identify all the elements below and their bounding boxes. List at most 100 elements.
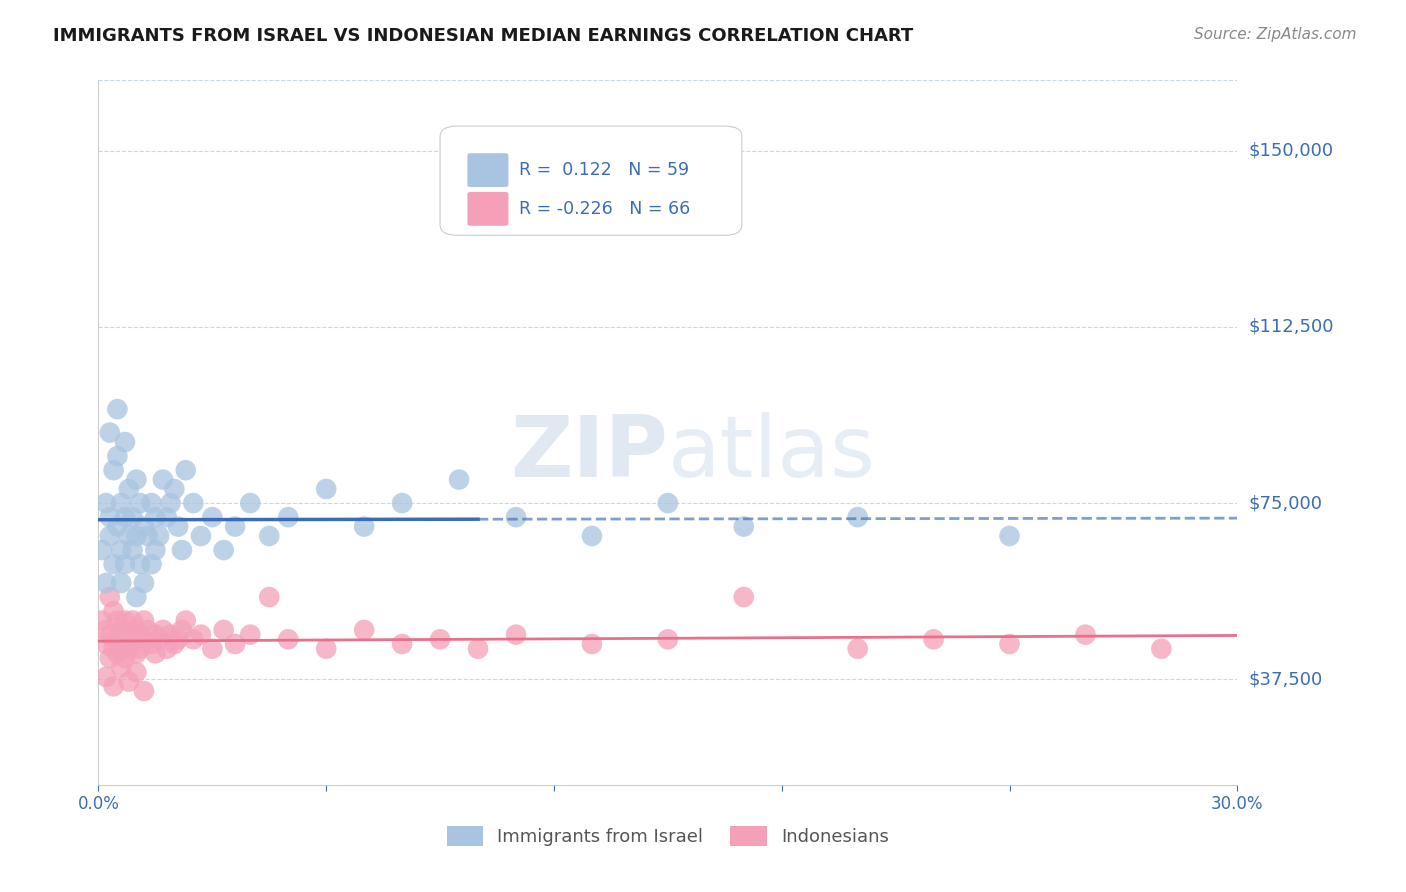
Point	[315, 641, 337, 656]
FancyBboxPatch shape	[440, 126, 742, 235]
Point	[129, 627, 152, 641]
Point	[152, 623, 174, 637]
Point	[110, 496, 132, 510]
Point	[148, 632, 170, 647]
Point	[141, 637, 163, 651]
Point	[998, 529, 1021, 543]
Point	[224, 637, 246, 651]
Point	[159, 496, 181, 510]
Point	[170, 543, 193, 558]
Point	[429, 632, 451, 647]
Point	[277, 510, 299, 524]
Point	[315, 482, 337, 496]
Point	[121, 510, 143, 524]
Point	[110, 641, 132, 656]
Point	[91, 614, 114, 628]
Point	[581, 529, 603, 543]
Point	[114, 614, 136, 628]
Point	[132, 632, 155, 647]
Point	[129, 496, 152, 510]
Point	[733, 519, 755, 533]
Point	[190, 529, 212, 543]
Point	[121, 614, 143, 628]
Point	[152, 473, 174, 487]
Point	[505, 627, 527, 641]
Point	[846, 641, 869, 656]
Point	[581, 637, 603, 651]
Point	[132, 576, 155, 591]
Point	[118, 529, 141, 543]
Point	[224, 519, 246, 533]
Point	[136, 529, 159, 543]
Point	[657, 632, 679, 647]
Point	[259, 529, 281, 543]
Point	[174, 463, 197, 477]
Point	[125, 473, 148, 487]
Point	[125, 623, 148, 637]
Point	[183, 496, 205, 510]
Point	[212, 543, 235, 558]
Point	[167, 632, 190, 647]
Point	[103, 641, 125, 656]
Text: ZIP: ZIP	[510, 412, 668, 495]
Point	[110, 543, 132, 558]
Point	[110, 623, 132, 637]
Point	[107, 402, 129, 417]
Point	[163, 637, 186, 651]
Point	[103, 557, 125, 571]
Point	[239, 496, 262, 510]
Point	[159, 627, 181, 641]
Point	[657, 496, 679, 510]
Point	[94, 623, 117, 637]
Point	[98, 651, 121, 665]
Point	[107, 647, 129, 661]
Point	[107, 449, 129, 463]
Point	[114, 637, 136, 651]
Point	[107, 614, 129, 628]
Text: $75,000: $75,000	[1249, 494, 1323, 512]
Point	[118, 627, 141, 641]
Point	[110, 660, 132, 674]
Text: $112,500: $112,500	[1249, 318, 1334, 336]
FancyBboxPatch shape	[467, 192, 509, 226]
Point	[94, 576, 117, 591]
Text: R =  0.122   N = 59: R = 0.122 N = 59	[519, 161, 689, 179]
Point	[118, 482, 141, 496]
Point	[91, 543, 114, 558]
Point	[277, 632, 299, 647]
FancyBboxPatch shape	[467, 153, 509, 187]
Point	[103, 679, 125, 693]
Point	[136, 623, 159, 637]
Point	[156, 641, 179, 656]
Point	[212, 623, 235, 637]
Point	[998, 637, 1021, 651]
Text: $150,000: $150,000	[1249, 142, 1333, 160]
Point	[125, 590, 148, 604]
Point	[98, 590, 121, 604]
Point	[259, 590, 281, 604]
Point	[190, 627, 212, 641]
Point	[148, 529, 170, 543]
Point	[94, 670, 117, 684]
Point	[129, 557, 152, 571]
Point	[145, 543, 167, 558]
Point	[114, 510, 136, 524]
Point	[129, 641, 152, 656]
Point	[183, 632, 205, 647]
Point	[353, 519, 375, 533]
Point	[846, 510, 869, 524]
Point	[141, 496, 163, 510]
Point	[922, 632, 945, 647]
Point	[118, 641, 141, 656]
Text: R = -0.226   N = 66: R = -0.226 N = 66	[519, 200, 690, 218]
Point	[94, 637, 117, 651]
Point	[114, 435, 136, 450]
Point	[167, 519, 190, 533]
Point	[156, 510, 179, 524]
Point	[121, 543, 143, 558]
Point	[107, 632, 129, 647]
Point	[163, 482, 186, 496]
Point	[94, 496, 117, 510]
Point	[391, 637, 413, 651]
Point	[103, 604, 125, 618]
